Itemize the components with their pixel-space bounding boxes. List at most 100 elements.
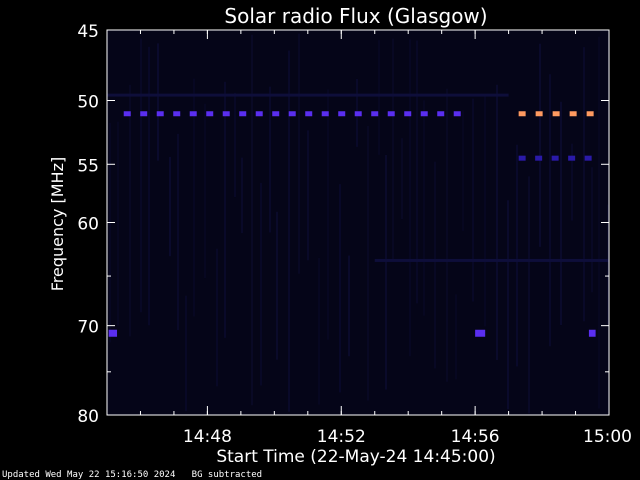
noise-column: [484, 94, 486, 327]
feature-dash: [206, 111, 214, 117]
noise-column: [348, 255, 350, 357]
noise-column: [269, 86, 271, 233]
noise-column: [185, 295, 187, 412]
feature-dash: [420, 111, 428, 117]
y-tick-label: 50: [77, 93, 99, 113]
bright-band-51mhz: [518, 111, 594, 117]
feature-dash: [123, 111, 131, 117]
feature-dash: [535, 111, 543, 117]
noise-column: [216, 248, 218, 387]
noise-column: [251, 34, 253, 406]
noise-column: [401, 138, 403, 220]
feature-dash: [437, 111, 445, 117]
faint-band-63mhz: [374, 258, 609, 262]
feature-dash: [156, 111, 164, 117]
feature-dash: [586, 111, 594, 117]
noise-column: [539, 43, 541, 247]
feature-spot: [475, 329, 486, 337]
x-tick-label: 14:52: [317, 427, 366, 447]
feature-band: [374, 258, 609, 262]
noise-column: [549, 74, 551, 347]
noise-column: [434, 161, 436, 369]
y-tick-label: 45: [77, 22, 99, 42]
noise-column: [423, 100, 425, 316]
noise-column: [260, 182, 262, 386]
feature-dash: [354, 111, 362, 117]
noise-column: [129, 84, 131, 337]
feature-dash: [305, 111, 313, 117]
noise-column: [169, 156, 171, 257]
x-tick-label: 14:56: [451, 427, 500, 447]
noise-column: [148, 46, 150, 326]
feature-dash: [288, 111, 296, 117]
x-tick-label: 14:48: [183, 427, 232, 447]
y-tick-label: 60: [77, 215, 99, 235]
noise-column: [204, 103, 206, 279]
feature-dash: [338, 111, 346, 117]
noise-column: [446, 88, 448, 382]
noise-column: [607, 204, 609, 325]
feature-spot: [588, 329, 596, 337]
bg-subtracted-note: BG subtracted: [191, 470, 263, 480]
y-axis-label: Frequency [MHz]: [48, 157, 67, 291]
noise-column: [462, 110, 464, 231]
interference-band-51mhz: [123, 111, 461, 117]
noise-column: [234, 92, 236, 198]
noise-column: [318, 257, 320, 405]
noise-column: [528, 176, 530, 414]
noise-column: [598, 36, 600, 409]
noise-column: [416, 40, 418, 304]
feature-dash: [535, 155, 543, 161]
interference-band-49mhz: [107, 93, 509, 97]
chart-title: Solar radio Flux (Glasgow): [224, 4, 487, 28]
noise-column: [392, 38, 394, 260]
feature-dash: [518, 155, 526, 161]
noise-column: [327, 89, 329, 340]
noise-column: [140, 38, 142, 313]
noise-column: [496, 84, 498, 360]
noise-column: [516, 144, 518, 367]
noise-column: [591, 167, 593, 293]
feature-dash: [255, 111, 263, 117]
noise-column: [157, 43, 159, 161]
noise-column: [571, 143, 573, 221]
noise-column: [339, 184, 341, 393]
feature-dash: [569, 111, 577, 117]
feature-band: [107, 93, 509, 97]
spot-70.8mhz-a: [108, 329, 118, 337]
noise-column: [367, 125, 369, 401]
y-tick-label: 70: [77, 318, 99, 338]
x-axis-label: Start Time (22-May-24 14:45:00): [216, 447, 495, 467]
feature-dash: [518, 111, 526, 117]
footer: Updated Wed May 22 15:16:50 2024 BG subt…: [2, 470, 262, 480]
noise-column: [193, 78, 195, 317]
noise-column: [472, 98, 474, 302]
noise-column: [298, 33, 300, 274]
spot-70.8mhz-b: [475, 329, 486, 337]
y-axis: 45 50 55 60 70 80: [77, 22, 609, 427]
x-axis: 14:48 14:52 14:56 15:00: [106, 30, 632, 447]
noise-column: [378, 40, 380, 155]
feature-dash: [371, 111, 379, 117]
noise-column: [507, 200, 509, 410]
feature-dash: [552, 111, 560, 117]
feature-dash: [239, 111, 247, 117]
feature-dash: [140, 111, 148, 117]
feature-dash: [321, 111, 329, 117]
feature-dash: [222, 111, 230, 117]
noise-column: [455, 294, 457, 380]
noise-column: [385, 154, 387, 390]
noise-column: [117, 121, 119, 326]
noise-column: [583, 47, 585, 322]
band-54.5mhz: [518, 155, 592, 161]
y-tick-label: 55: [77, 156, 99, 176]
feature-dash: [404, 111, 412, 117]
feature-dash: [387, 111, 395, 117]
feature-dash: [189, 111, 197, 117]
feature-dash: [173, 111, 181, 117]
noise-column: [177, 133, 179, 331]
noise-column: [288, 50, 290, 412]
plot-area: [106, 29, 610, 416]
feature-dash: [453, 111, 461, 117]
